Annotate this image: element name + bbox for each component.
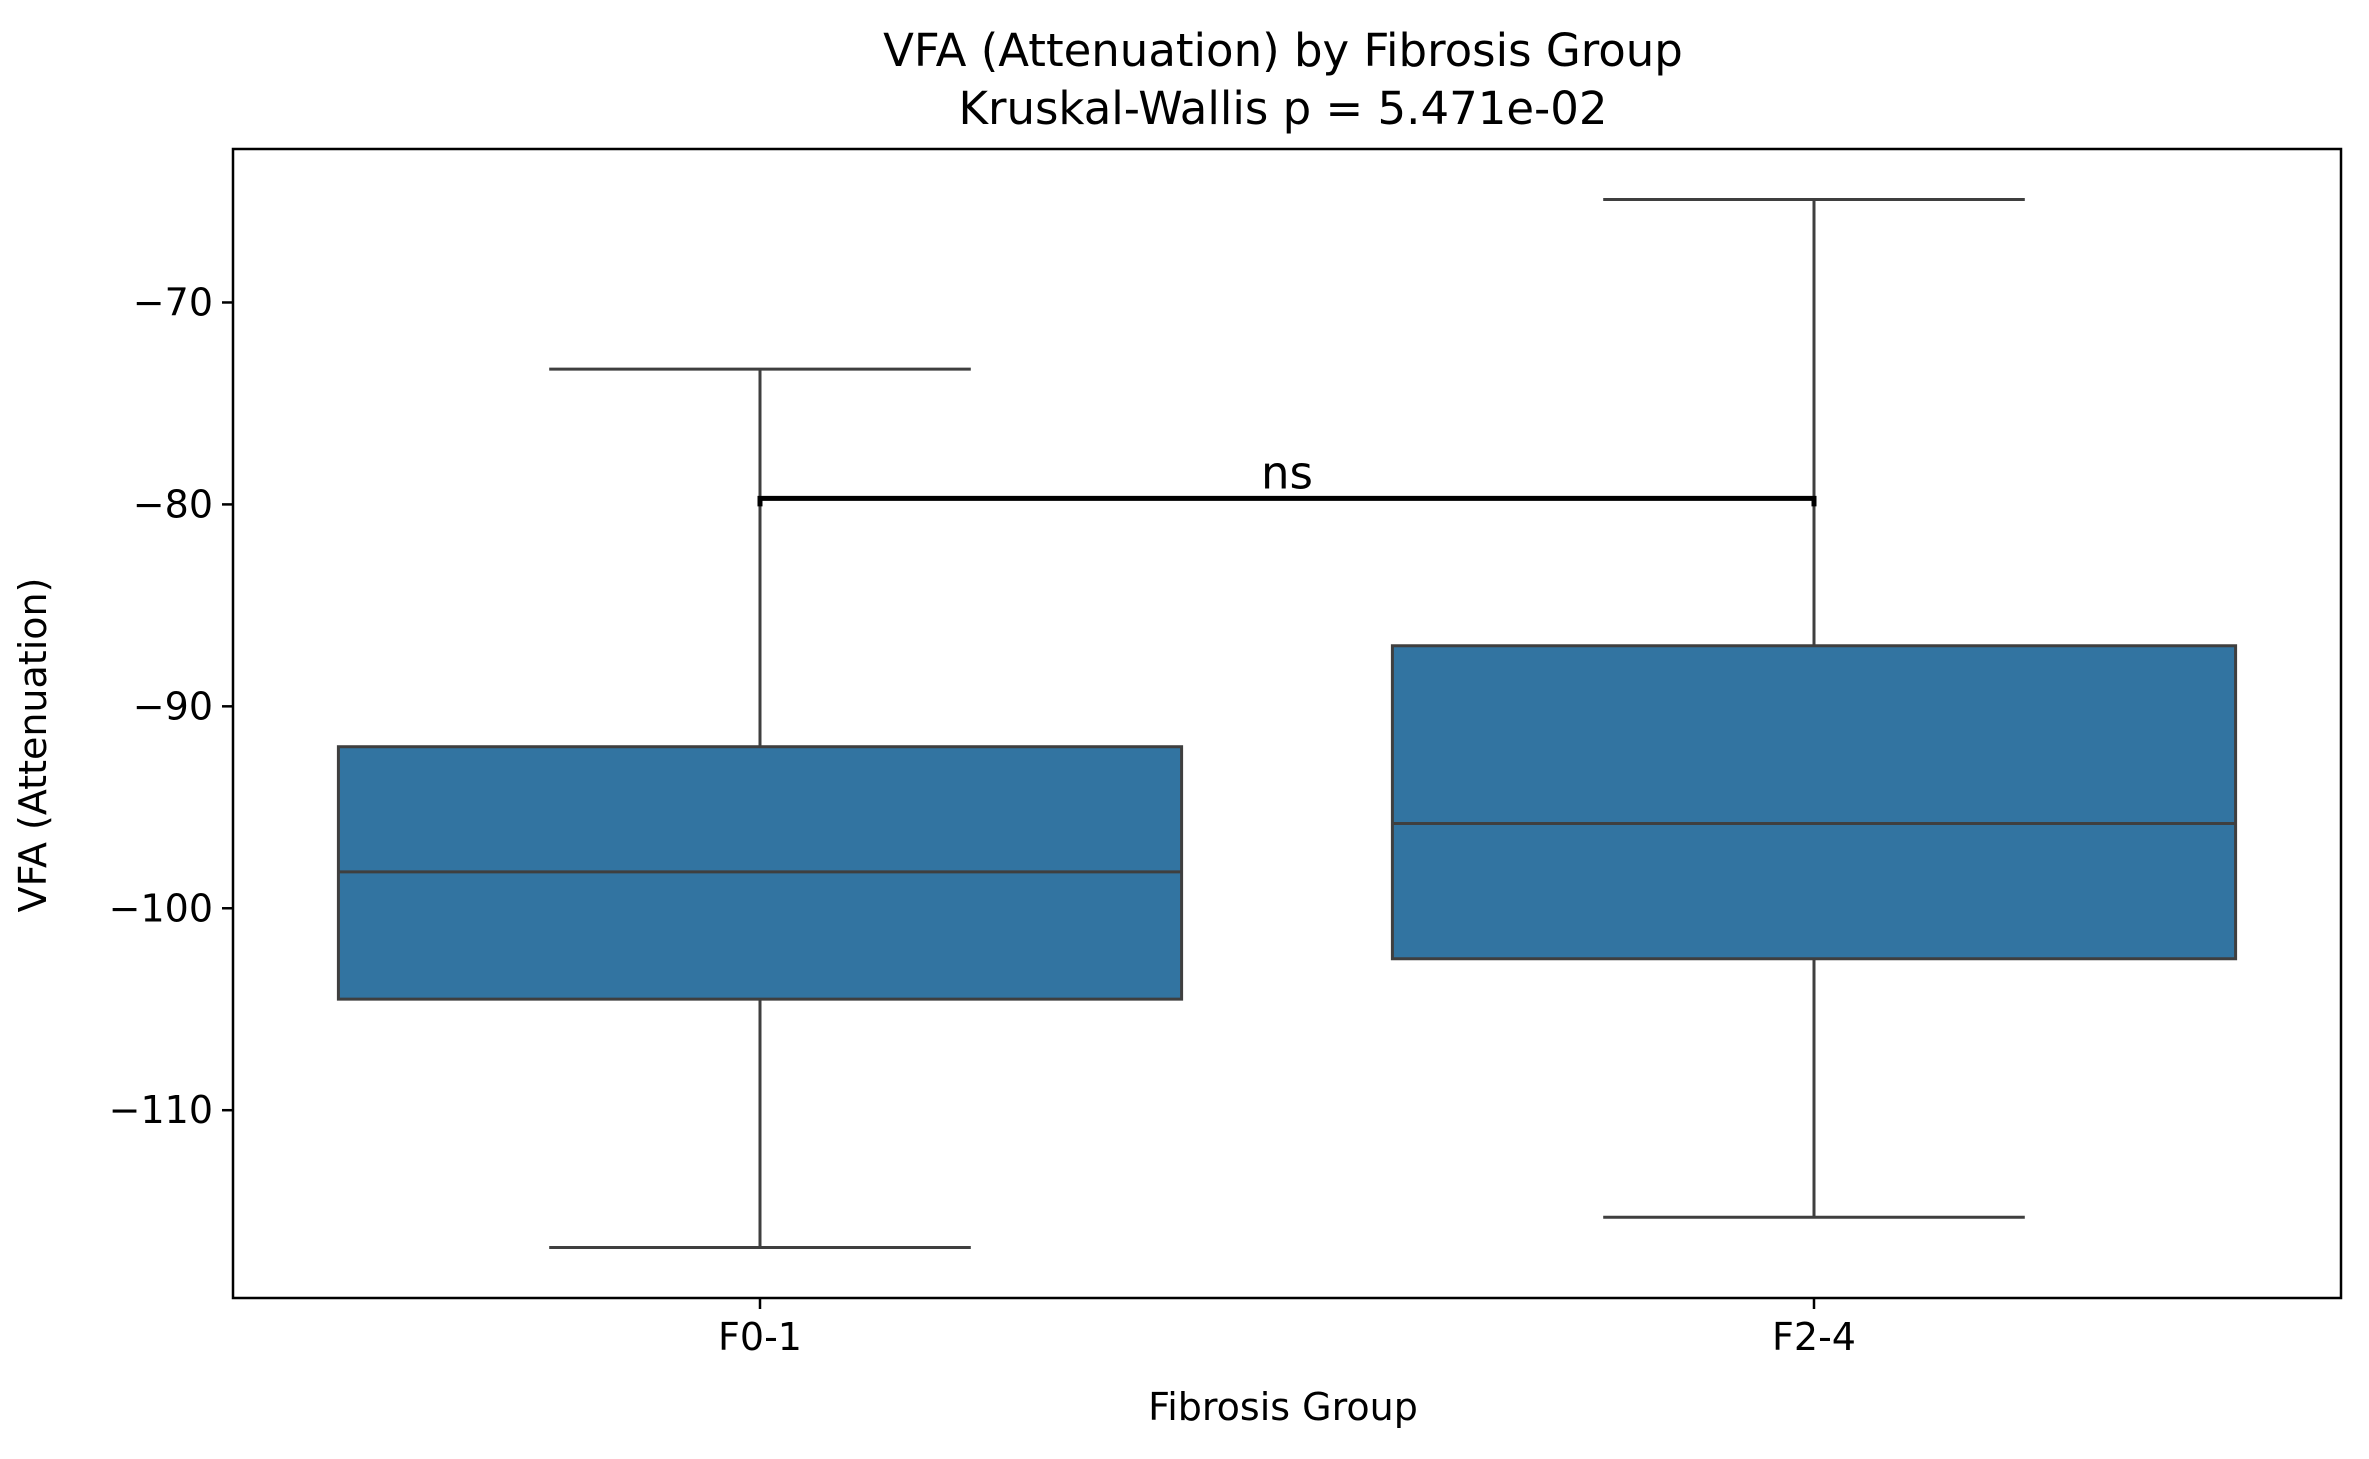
plot-area: ns −110 −100 −90 −80 −70 F0-1 F2-4 xyxy=(109,147,2343,1359)
significance-bracket xyxy=(757,495,1817,507)
significance-label: ns xyxy=(1261,446,1313,499)
chart-subtitle: Kruskal-Wallis p = 5.471e-02 xyxy=(958,82,1607,135)
y-tick-label: −90 xyxy=(133,684,213,728)
y-tick-label: −70 xyxy=(133,280,213,324)
x-tick-label: F2-4 xyxy=(1772,1315,1856,1359)
y-tick-label: −100 xyxy=(109,886,213,930)
x-tick-label: F0-1 xyxy=(718,1315,802,1359)
chart-title: VFA (Attenuation) by Fibrosis Group xyxy=(883,24,1683,77)
x-axis-label: Fibrosis Group xyxy=(1148,1385,1418,1429)
axes-frame xyxy=(231,147,2343,1300)
y-axis-label: VFA (Attenuation) xyxy=(11,578,55,913)
box-f2-4 xyxy=(1390,644,2238,961)
y-tick-label: −110 xyxy=(109,1088,213,1132)
y-tick-label: −80 xyxy=(133,482,213,526)
